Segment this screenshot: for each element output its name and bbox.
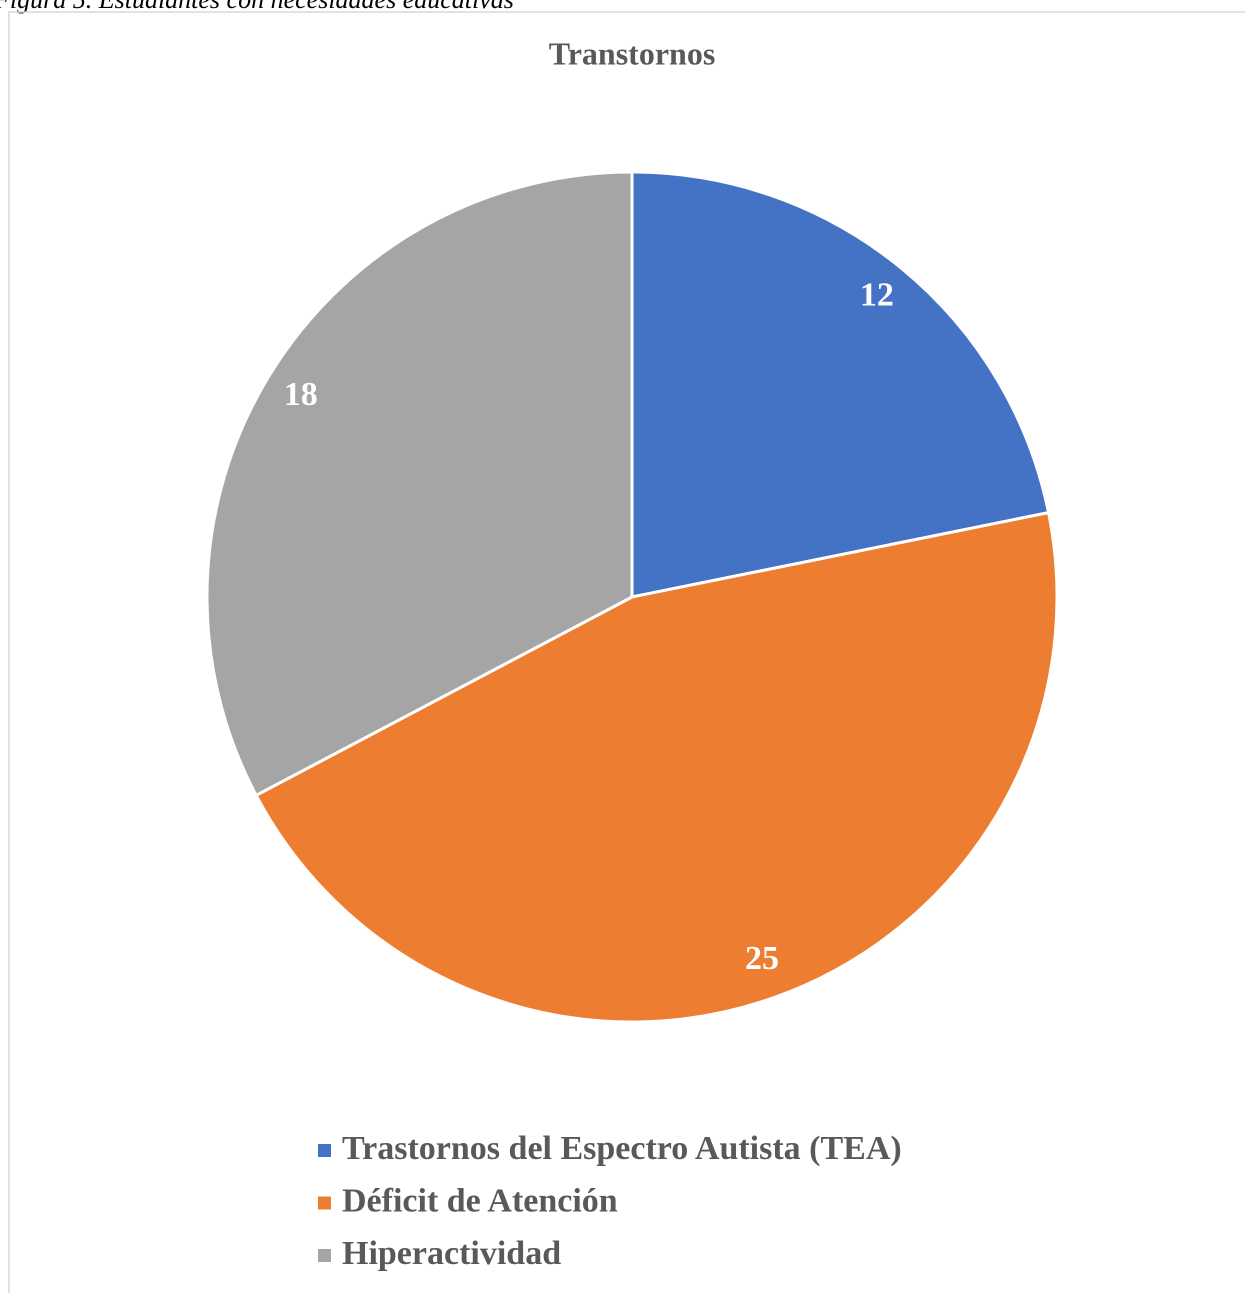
legend-label: Déficit de Atención: [342, 1182, 618, 1219]
legend-swatch: [318, 1249, 331, 1262]
legend-swatch: [318, 1196, 331, 1210]
data-label: 25: [745, 940, 779, 977]
pie-slice: [630, 170, 1051, 599]
chart-title: Transtornos: [549, 35, 716, 71]
legend-swatch: [318, 1144, 331, 1157]
data-label: 18: [284, 376, 318, 413]
data-label: 12: [860, 276, 894, 313]
pie-slice: [205, 170, 634, 798]
chart-frame: [8, 11, 1245, 1293]
pie-slice: [254, 510, 1059, 1024]
legend-label: Trastornos del Espectro Autista (TEA): [342, 1130, 902, 1167]
figure-caption: Figura 5. Estudiantes con necesidades ed…: [0, 0, 514, 14]
legend-label: Hiperactividad: [342, 1235, 561, 1272]
